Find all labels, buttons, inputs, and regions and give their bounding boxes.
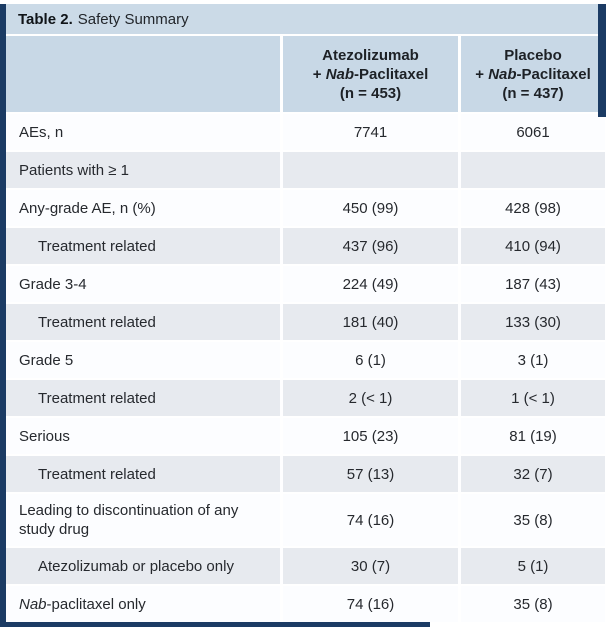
value-cell-atezolizumab: 105 (23) [280,418,458,454]
row-label: Any-grade AE, n (%) [19,199,156,217]
table-right-border [598,4,606,117]
value-cell-atezolizumab: 74 (16) [280,494,458,546]
value-cell-placebo: 187 (43) [458,266,605,302]
value-cell-atezolizumab: 30 (7) [280,548,458,584]
table-row: Treatment related 437 (96) 410 (94) [6,226,605,264]
row-label: Patients with ≥ 1 [19,161,129,179]
table-body: AEs, n 7741 6061 Patients with ≥ 1 Any-g… [6,112,605,622]
value-cell-placebo: 410 (94) [458,228,605,264]
value-cell-atezolizumab: 181 (40) [280,304,458,340]
value-cell-placebo [458,152,605,188]
header-sample-size: (n = 453) [339,84,402,102]
value-cell-placebo: 3 (1) [458,342,605,378]
row-label: AEs, n [19,123,64,141]
table-row: Serious 105 (23) 81 (19) [6,416,605,454]
table-left-border [0,4,6,627]
row-label: Treatment related [38,313,156,331]
table-row: Grade 3-4 224 (49) 187 (43) [6,264,605,302]
value-cell-atezolizumab: 74 (16) [280,586,458,622]
row-label: Leading to discontinuation of any study … [19,502,239,538]
table-title-number: Table 2. [18,10,73,28]
header-drug-name: Placebo [504,46,562,64]
value-cell-placebo: 6061 [458,114,605,150]
table-bottom-border [0,622,430,627]
header-combination: + Nab-Paclitaxel [312,65,429,83]
column-header-row: Atezolizumab + Nab-Paclitaxel (n = 453) … [6,36,605,112]
column-header-atezolizumab: Atezolizumab + Nab-Paclitaxel (n = 453) [280,36,458,112]
value-cell-atezolizumab: 6 (1) [280,342,458,378]
table-row: Treatment related 57 (13) 32 (7) [6,454,605,492]
value-cell-placebo: 35 (8) [458,494,605,546]
value-cell-atezolizumab: 437 (96) [280,228,458,264]
row-label: Grade 5 [19,351,74,369]
row-label: Treatment related [38,465,156,483]
table-row: Nab-paclitaxel only 74 (16) 35 (8) [6,584,605,622]
value-cell-atezolizumab: 7741 [280,114,458,150]
value-cell-placebo: 5 (1) [458,548,605,584]
row-label: Nab-paclitaxel only [19,595,146,613]
table-row: Patients with ≥ 1 [6,150,605,188]
value-cell-atezolizumab: 224 (49) [280,266,458,302]
value-cell-placebo: 133 (30) [458,304,605,340]
table-row: Grade 5 6 (1) 3 (1) [6,340,605,378]
row-label: Treatment related [38,237,156,255]
column-header-placebo: Placebo + Nab-Paclitaxel (n = 437) [458,36,605,112]
value-cell-placebo: 81 (19) [458,418,605,454]
value-cell-placebo: 35 (8) [458,586,605,622]
row-label: Grade 3-4 [19,275,87,293]
value-cell-atezolizumab [280,152,458,188]
header-combination: + Nab-Paclitaxel [475,65,591,83]
header-sample-size: (n = 437) [502,84,564,102]
safety-summary-table: Table 2. Safety Summary Atezolizumab + N… [6,4,605,622]
value-cell-atezolizumab: 450 (99) [280,190,458,226]
value-cell-placebo: 428 (98) [458,190,605,226]
table-row: Treatment related 2 (< 1) 1 (< 1) [6,378,605,416]
table-row: Leading to discontinuation of any study … [6,492,605,546]
table-title-text: Safety Summary [77,10,189,28]
table-row: Atezolizumab or placebo only 30 (7) 5 (1… [6,546,605,584]
row-label: Serious [19,427,70,445]
table-row: AEs, n 7741 6061 [6,112,605,150]
table-title: Table 2. Safety Summary [6,4,605,34]
header-drug-name: Atezolizumab [322,46,419,64]
value-cell-placebo: 1 (< 1) [458,380,605,416]
row-label: Atezolizumab or placebo only [38,557,234,575]
row-label-column-header [6,36,280,112]
row-label: Treatment related [38,389,156,407]
table-row: Any-grade AE, n (%) 450 (99) 428 (98) [6,188,605,226]
value-cell-atezolizumab: 57 (13) [280,456,458,492]
table-row: Treatment related 181 (40) 133 (30) [6,302,605,340]
value-cell-placebo: 32 (7) [458,456,605,492]
value-cell-atezolizumab: 2 (< 1) [280,380,458,416]
